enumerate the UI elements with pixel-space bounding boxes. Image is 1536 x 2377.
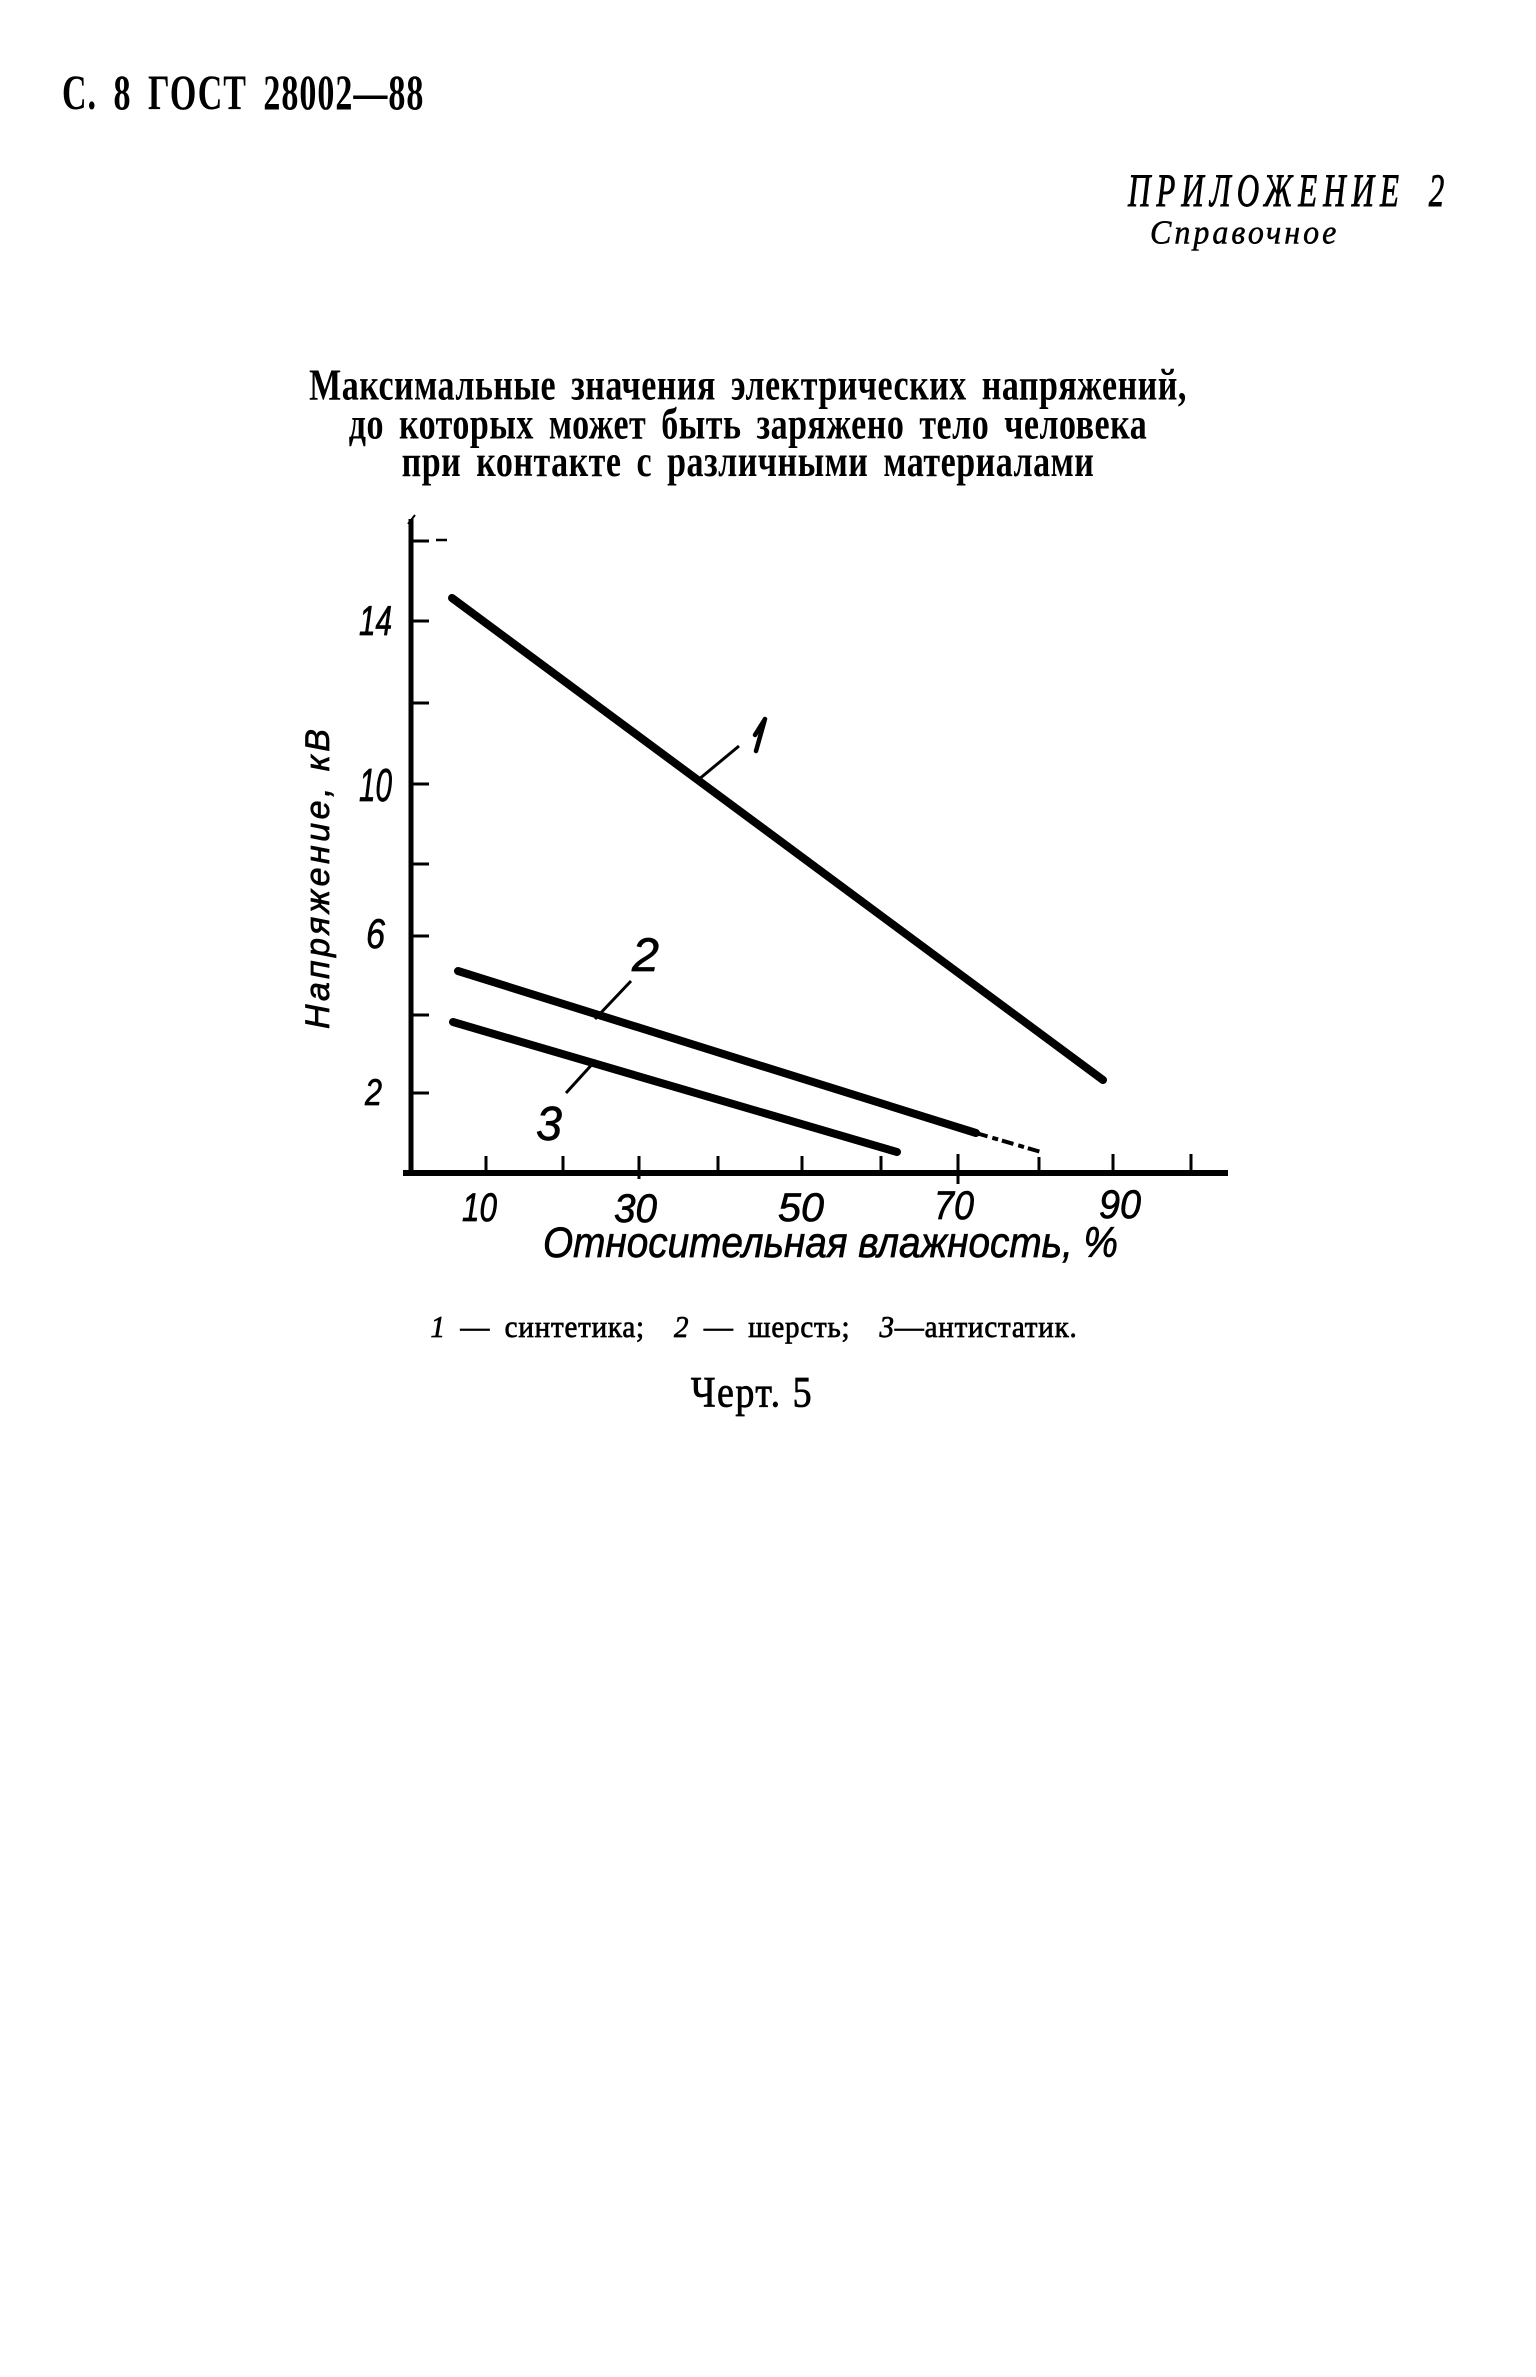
svg-text:2: 2 — [364, 1072, 382, 1113]
svg-text:2: 2 — [631, 928, 659, 981]
svg-text:6: 6 — [366, 910, 386, 957]
svg-text:10: 10 — [462, 1186, 497, 1230]
svg-text:90: 90 — [1099, 1183, 1141, 1227]
svg-text:Относительная влажность, %: Относительная влажность, % — [543, 1219, 1118, 1267]
svg-text:30: 30 — [614, 1187, 657, 1231]
svg-text:50: 50 — [778, 1186, 824, 1230]
svg-text:70: 70 — [934, 1184, 974, 1228]
svg-text:Напряжение, кВ: Напряжение, кВ — [299, 729, 337, 1029]
svg-text:14: 14 — [359, 597, 392, 644]
svg-text:3: 3 — [536, 1098, 562, 1151]
svg-text:10: 10 — [359, 759, 392, 811]
